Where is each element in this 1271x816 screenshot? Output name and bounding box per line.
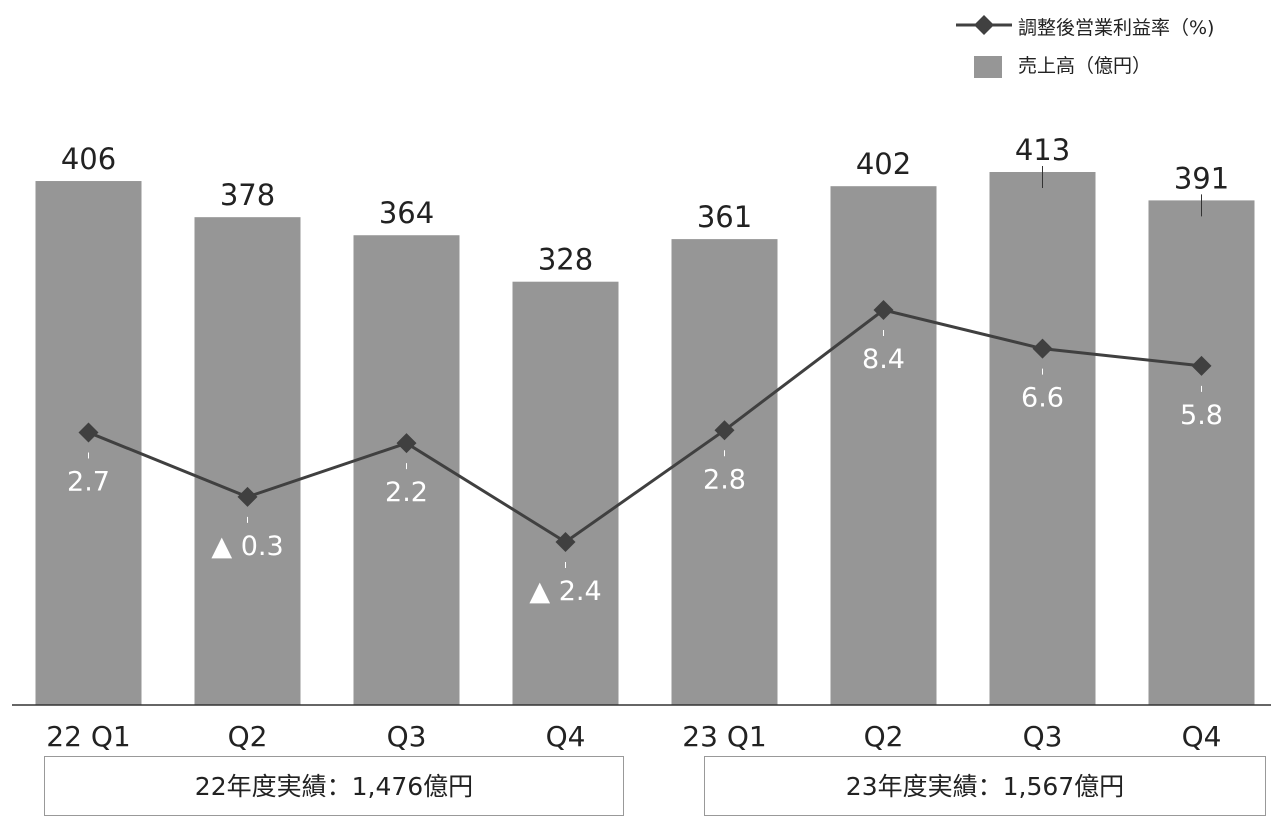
margin-marker-2 [237, 486, 258, 507]
bar-6 [830, 186, 937, 706]
x-tick-label-4: Q4 [546, 720, 586, 753]
bar-value-label-8: 391 [1174, 161, 1229, 195]
bar-2 [194, 217, 301, 705]
x-tick-labels: 22 Q1 Q2 Q3 Q4 23 Q1 Q2 Q3 Q4 [46, 720, 1221, 753]
margin-value-label-8: 5.8 [1180, 400, 1223, 431]
bar-value-label-4: 328 [538, 243, 593, 277]
x-tick-label-7: Q3 [1023, 720, 1063, 753]
margin-value-label-4: ▲ 2.4 [529, 576, 601, 607]
x-tick-label-5: 23 Q1 [682, 720, 766, 753]
bar-value-label-7: 413 [1015, 133, 1070, 167]
legend-label-sales: 売上高（億円） [1018, 55, 1152, 77]
bar-8 [1148, 200, 1255, 705]
margin-marker-5 [714, 420, 735, 441]
bar-value-label-3: 364 [379, 196, 434, 230]
margin-value-label-3: 2.2 [385, 477, 428, 508]
bar-value-label-5: 361 [697, 200, 752, 234]
annual-total-fy23: 23年度実績：1,567億円 [704, 756, 1266, 816]
legend-bar-swatch-icon [974, 56, 1002, 78]
line-labels-layer: 2.7 ▲ 0.3 2.2 ▲ 2.4 2.8 8.4 6.6 5.8 [67, 330, 1223, 607]
x-tick-label-2: Q2 [228, 720, 268, 753]
bar-4 [512, 281, 619, 705]
bar-5 [671, 239, 778, 706]
bar-value-label-1: 406 [61, 142, 116, 176]
x-tick-label-3: Q3 [387, 720, 427, 753]
legend-item-sales: 売上高（億円） [956, 46, 1266, 84]
bar-labels-layer: 406 378 364 328 361 402 413 391 [61, 133, 1229, 277]
bar-7 [989, 172, 1096, 705]
margin-marker-7 [1032, 338, 1053, 359]
annual-total-fy22: 22年度実績：1,476億円 [44, 756, 624, 816]
margin-value-label-7: 6.6 [1021, 383, 1064, 414]
legend: 調整後営業利益率（%) 売上高（億円） [956, 8, 1266, 84]
legend-item-margin: 調整後営業利益率（%) [956, 8, 1266, 46]
x-tick-label-1: 22 Q1 [46, 720, 130, 753]
legend-line-diamond-icon [956, 15, 1012, 35]
margin-marker-4 [555, 532, 576, 552]
margin-line [87, 308, 1202, 544]
bars-layer [35, 172, 1255, 706]
bar-value-label-6: 402 [856, 147, 911, 181]
margin-marker-1 [78, 422, 99, 443]
bar-3 [353, 235, 460, 705]
margin-marker-6 [873, 300, 894, 320]
bar-value-label-2: 378 [220, 178, 275, 212]
bar-1 [35, 181, 142, 705]
margin-marker-8 [1191, 355, 1212, 376]
margin-value-label-6: 8.4 [862, 344, 905, 375]
margin-value-label-1: 2.7 [67, 466, 110, 497]
margin-value-label-5: 2.8 [703, 464, 746, 495]
margin-value-label-2: ▲ 0.3 [211, 531, 283, 562]
legend-label-margin: 調整後営業利益率（%) [1018, 17, 1215, 39]
line-layer [78, 300, 1212, 552]
x-tick-label-6: Q2 [864, 720, 904, 753]
margin-marker-3 [396, 433, 417, 454]
x-tick-label-8: Q4 [1182, 720, 1222, 753]
